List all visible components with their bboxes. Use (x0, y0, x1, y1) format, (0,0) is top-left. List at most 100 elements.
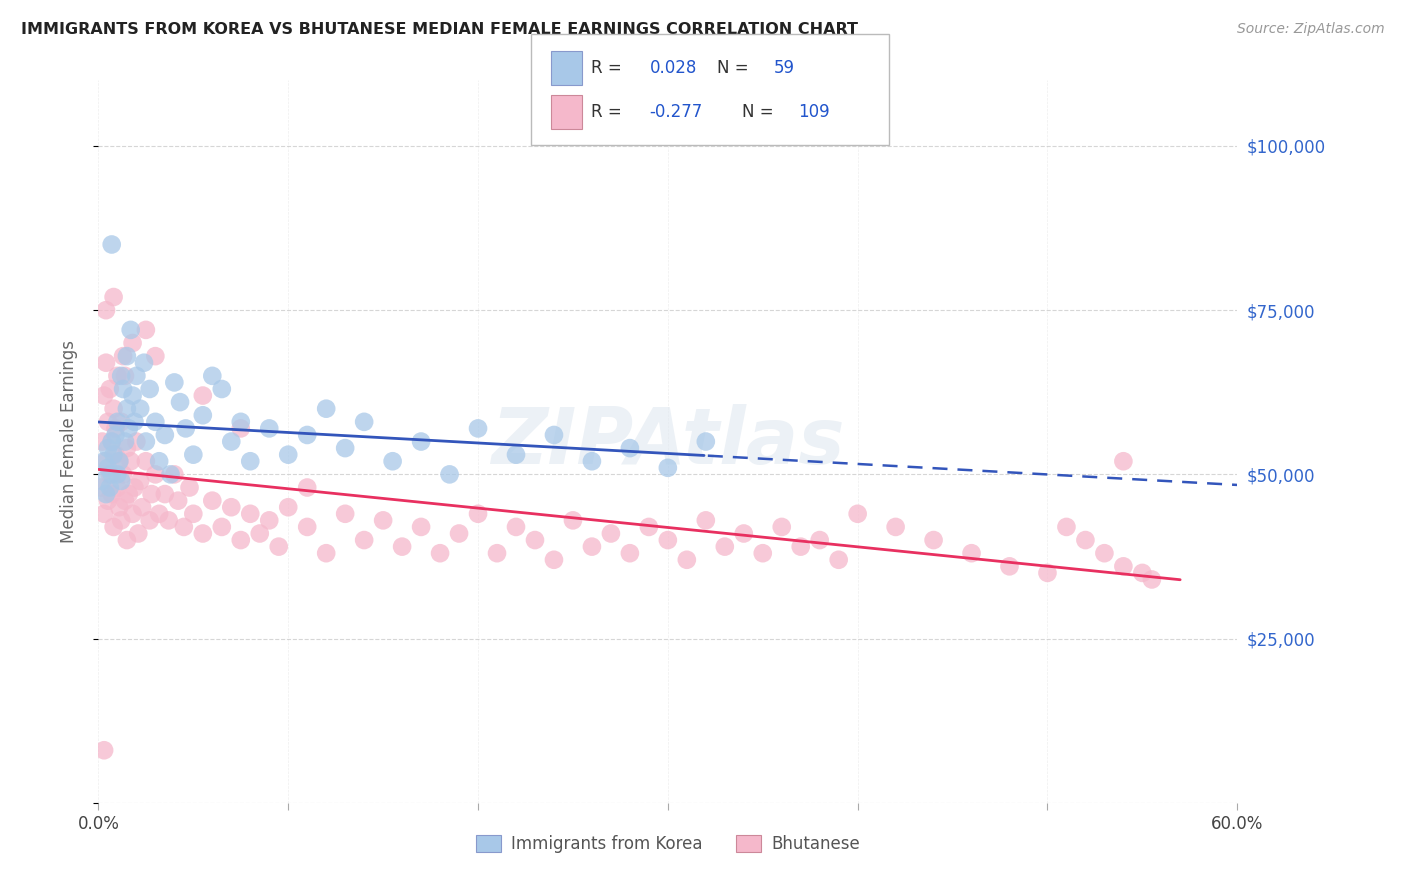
Point (828, 553, 851, 567)
Point (100, 237, 122, 252)
Point (100, 487, 122, 501)
Point (221, 434, 243, 449)
Text: IMMIGRANTS FROM KOREA VS BHUTANESE MEDIAN FEMALE EARNINGS CORRELATION CHART: IMMIGRANTS FROM KOREA VS BHUTANESE MEDIA… (21, 22, 858, 37)
Point (91, 434, 114, 449)
Point (112, 382, 135, 396)
Point (922, 533, 945, 547)
Point (94, 356, 117, 370)
Point (103, 520, 125, 534)
Point (110, 513, 132, 527)
Point (277, 448, 299, 462)
Text: 59: 59 (773, 59, 794, 77)
Point (229, 533, 252, 547)
Point (93, 507, 115, 521)
Point (112, 349, 135, 363)
Point (449, 526, 471, 541)
Point (657, 533, 679, 547)
Point (695, 513, 717, 527)
Point (676, 553, 699, 567)
Point (619, 546, 641, 560)
Point (211, 382, 233, 396)
Point (120, 454, 142, 468)
Text: N =: N = (742, 103, 773, 121)
Point (159, 467, 181, 482)
Point (600, 526, 623, 541)
Point (1056, 520, 1078, 534)
Point (127, 526, 149, 541)
Point (277, 500, 299, 515)
Point (259, 421, 281, 435)
Point (733, 526, 755, 541)
Y-axis label: Median Female Earnings: Median Female Earnings (59, 340, 77, 543)
Text: Source: ZipAtlas.com: Source: ZipAtlas.com (1237, 22, 1385, 37)
Point (114, 434, 136, 449)
Point (107, 481, 129, 495)
Text: 0.028: 0.028 (650, 59, 697, 77)
Point (267, 540, 290, 554)
Point (439, 467, 461, 482)
Point (97, 493, 120, 508)
Point (115, 441, 138, 455)
Point (107, 467, 129, 482)
Point (1112, 559, 1135, 574)
Point (94, 303, 117, 318)
Point (191, 409, 214, 423)
Point (411, 520, 433, 534)
Point (93, 743, 115, 757)
Point (124, 481, 146, 495)
Point (163, 376, 186, 390)
Text: R =: R = (591, 59, 621, 77)
Point (93, 454, 115, 468)
Point (110, 474, 132, 488)
Text: 109: 109 (799, 103, 830, 121)
Point (141, 487, 163, 501)
Point (353, 415, 375, 429)
Point (98, 382, 121, 396)
Point (120, 323, 142, 337)
Point (229, 421, 252, 435)
Point (135, 454, 157, 468)
Point (108, 454, 131, 468)
Point (695, 434, 717, 449)
Point (110, 415, 132, 429)
Point (1140, 573, 1163, 587)
Point (543, 553, 565, 567)
Point (153, 487, 176, 501)
Point (125, 368, 148, 383)
Text: N =: N = (717, 59, 748, 77)
Point (714, 540, 737, 554)
Point (173, 520, 195, 534)
Point (97, 460, 120, 475)
Point (135, 323, 157, 337)
Point (371, 513, 394, 527)
Point (239, 454, 262, 468)
Legend: Immigrants from Korea, Bhutanese: Immigrants from Korea, Bhutanese (470, 828, 866, 860)
Point (770, 520, 793, 534)
Point (138, 513, 160, 527)
Text: ZIPAtlas: ZIPAtlas (491, 403, 845, 480)
Point (103, 401, 125, 416)
Point (114, 493, 136, 508)
Point (505, 520, 527, 534)
Point (115, 533, 138, 547)
Point (174, 421, 197, 435)
Point (107, 368, 129, 383)
Point (429, 546, 451, 560)
Point (191, 388, 214, 402)
Point (467, 507, 489, 521)
Point (98, 467, 121, 482)
Point (1112, 454, 1135, 468)
Point (381, 454, 404, 468)
Point (391, 540, 413, 554)
Point (135, 434, 157, 449)
Point (638, 520, 661, 534)
Point (94, 487, 117, 501)
Point (467, 421, 489, 435)
Point (211, 520, 233, 534)
Point (100, 467, 122, 482)
Point (259, 513, 281, 527)
Point (163, 467, 186, 482)
Point (581, 540, 603, 554)
Point (112, 467, 135, 482)
Point (1074, 533, 1097, 547)
